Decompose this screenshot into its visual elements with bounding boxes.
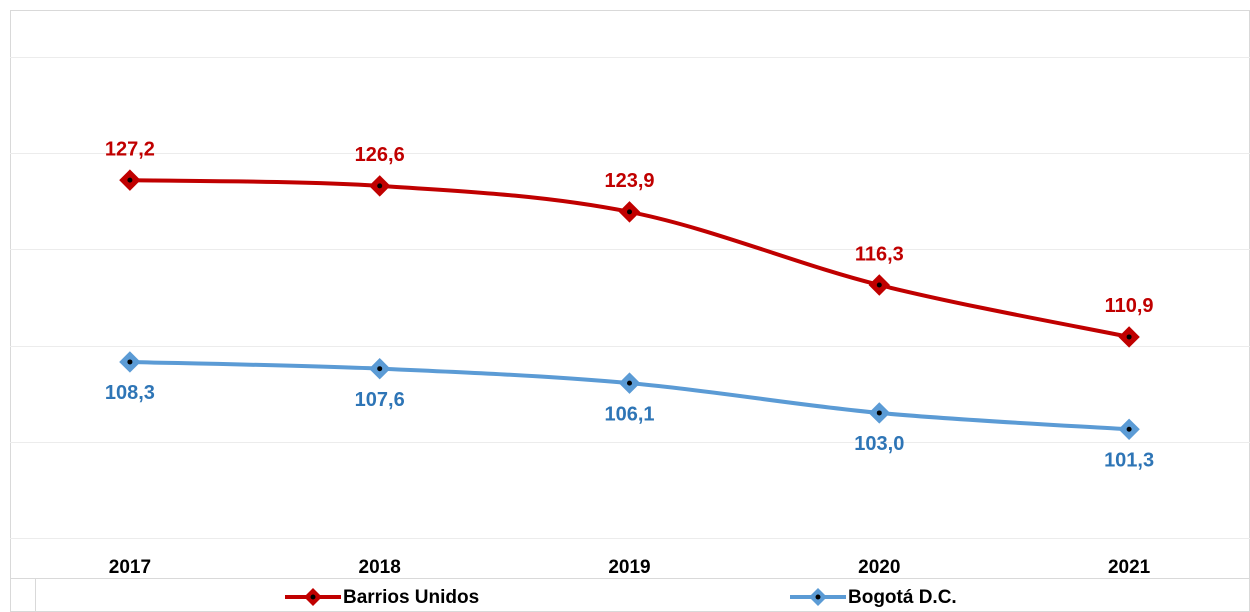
marker-dot <box>127 177 133 183</box>
marker-dot <box>876 282 882 288</box>
data-label: 127,2 <box>105 138 155 160</box>
data-label: 126,6 <box>355 144 405 166</box>
x-tick-label: 2018 <box>359 557 401 578</box>
data-label: 101,3 <box>1104 450 1154 472</box>
marker-dot <box>627 380 632 386</box>
marker-dot <box>1126 334 1132 340</box>
marker-dot <box>377 183 383 189</box>
data-label: 123,9 <box>604 170 654 192</box>
legend-dot <box>815 594 821 600</box>
chart-border <box>10 10 1250 612</box>
x-tick-label: 2021 <box>1108 557 1151 578</box>
marker-dot <box>1126 426 1132 432</box>
data-label: 103,0 <box>854 433 904 455</box>
data-label: 110,9 <box>1105 295 1154 317</box>
x-tick-label: 2017 <box>109 557 151 578</box>
marker-dot <box>876 410 882 416</box>
marker-dot <box>627 209 632 215</box>
x-tick-label: 2019 <box>608 557 650 578</box>
data-label: 107,6 <box>355 389 405 411</box>
legend-label: Bogotá D.C. <box>848 587 957 608</box>
legend-label: Barrios Unidos <box>343 587 479 608</box>
data-label: 116,3 <box>855 243 904 265</box>
marker-dot <box>377 366 383 372</box>
x-tick-label: 2020 <box>858 557 900 578</box>
data-label: 108,3 <box>105 382 155 404</box>
legend-dot <box>310 594 316 600</box>
data-label: 106,1 <box>604 403 654 425</box>
marker-dot <box>127 359 133 365</box>
